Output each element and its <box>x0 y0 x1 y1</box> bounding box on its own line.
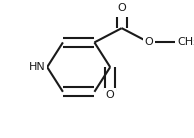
Text: O: O <box>117 3 126 13</box>
Text: CH₃: CH₃ <box>177 37 194 47</box>
Text: O: O <box>106 90 114 100</box>
Text: O: O <box>145 37 153 47</box>
Text: HN: HN <box>29 62 46 72</box>
